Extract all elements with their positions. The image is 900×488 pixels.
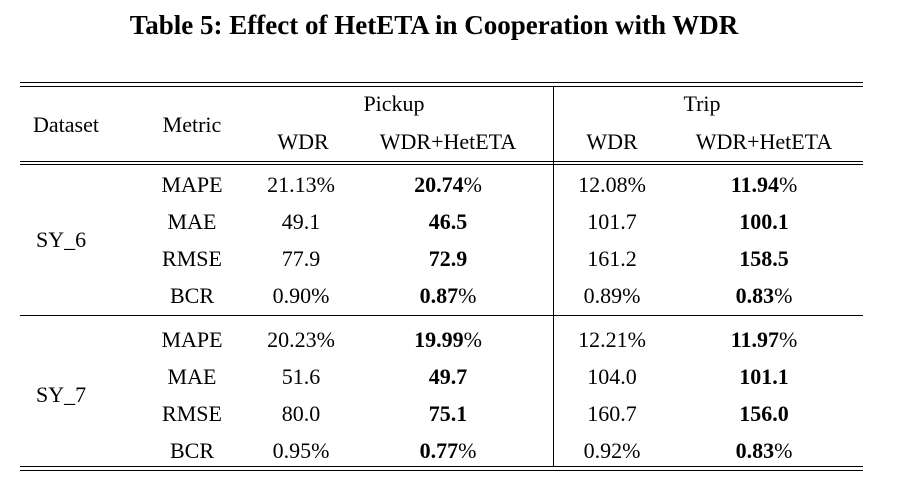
trip-wdr-cell: 104.0 <box>587 364 637 389</box>
table-row: BCR 0.90% 0.87% 0.89% 0.83% <box>20 282 863 310</box>
metric-cell: MAPE <box>161 327 223 352</box>
header-group-trip: Trip <box>683 91 721 116</box>
trip-wdr-heteta-cell: 11.97% <box>730 327 798 352</box>
table-row: BCR 0.95% 0.77% 0.92% 0.83% <box>20 437 863 465</box>
trip-wdr-heteta-cell: 11.94% <box>730 172 798 197</box>
trip-wdr-heteta-cell: 100.1 <box>739 209 789 234</box>
header-pickup-wdr: WDR <box>277 129 329 154</box>
rule-top <box>20 82 863 87</box>
pickup-wdr-heteta-cell: 49.7 <box>428 364 468 389</box>
pickup-wdr-cell: 0.95% <box>272 438 330 463</box>
rule-below-header <box>20 161 863 165</box>
rule-bottom <box>20 466 863 471</box>
trip-wdr-cell: 101.7 <box>587 209 637 234</box>
table-row: MAPE 20.23% 19.99% 12.21% 11.97% <box>20 326 863 354</box>
table-caption: Table 5: Effect of HetETA in Cooperation… <box>129 10 739 40</box>
trip-wdr-cell: 12.21% <box>578 327 646 352</box>
pickup-wdr-heteta-cell: 20.74% <box>414 172 482 197</box>
results-table: Dataset Metric Pickup Trip WDR WDR+HetET… <box>20 82 863 474</box>
dataset-label: SY_7 <box>36 382 87 407</box>
trip-wdr-heteta-cell: 0.83% <box>735 283 793 308</box>
rule-between-groups <box>20 315 863 316</box>
table-row: RMSE 80.0 75.1 160.7 156.0 <box>20 400 863 428</box>
trip-wdr-heteta-cell: 156.0 <box>739 401 789 426</box>
header-trip-wdr: WDR <box>586 129 638 154</box>
header-pickup-wdr-heteta: WDR+HetETA <box>379 129 517 154</box>
pickup-wdr-cell: 77.9 <box>281 246 321 271</box>
pickup-wdr-cell: 20.23% <box>267 327 335 352</box>
metric-cell: BCR <box>169 438 215 463</box>
table-row: RMSE 77.9 72.9 161.2 158.5 <box>20 245 863 273</box>
pickup-wdr-cell: 80.0 <box>281 401 321 426</box>
header-group-pickup: Pickup <box>363 91 425 116</box>
pickup-wdr-heteta-cell: 75.1 <box>428 401 468 426</box>
pickup-trip-divider <box>553 87 554 466</box>
pickup-wdr-cell: 0.90% <box>272 283 330 308</box>
table-row: MAPE 21.13% 20.74% 12.08% 11.94% <box>20 171 863 199</box>
trip-wdr-cell: 12.08% <box>578 172 646 197</box>
pickup-wdr-heteta-cell: 0.87% <box>419 283 477 308</box>
table-row: MAE 49.1 46.5 101.7 100.1 <box>20 208 863 236</box>
metric-cell: BCR <box>169 283 215 308</box>
trip-wdr-heteta-cell: 0.83% <box>735 438 793 463</box>
pickup-wdr-heteta-cell: 19.99% <box>414 327 482 352</box>
pickup-wdr-cell: 51.6 <box>281 364 321 389</box>
metric-cell: MAPE <box>161 172 223 197</box>
trip-wdr-heteta-cell: 158.5 <box>739 246 789 271</box>
pickup-wdr-heteta-cell: 0.77% <box>419 438 477 463</box>
metric-cell: RMSE <box>162 246 222 271</box>
trip-wdr-cell: 160.7 <box>587 401 637 426</box>
metric-cell: MAE <box>167 364 217 389</box>
trip-wdr-cell: 161.2 <box>587 246 637 271</box>
pickup-wdr-cell: 21.13% <box>267 172 335 197</box>
dataset-label: SY_6 <box>36 227 87 252</box>
pickup-wdr-heteta-cell: 72.9 <box>428 246 468 271</box>
trip-wdr-heteta-cell: 101.1 <box>739 364 789 389</box>
trip-wdr-cell: 0.92% <box>583 438 641 463</box>
pickup-wdr-heteta-cell: 46.5 <box>428 209 468 234</box>
header-trip-wdr-heteta: WDR+HetETA <box>695 129 833 154</box>
header-metric: Metric <box>162 112 222 137</box>
metric-cell: MAE <box>167 209 217 234</box>
pickup-wdr-cell: 49.1 <box>281 209 321 234</box>
trip-wdr-cell: 0.89% <box>583 283 641 308</box>
header-dataset: Dataset <box>33 112 99 137</box>
metric-cell: RMSE <box>162 401 222 426</box>
table-row: MAE 51.6 49.7 104.0 101.1 <box>20 363 863 391</box>
